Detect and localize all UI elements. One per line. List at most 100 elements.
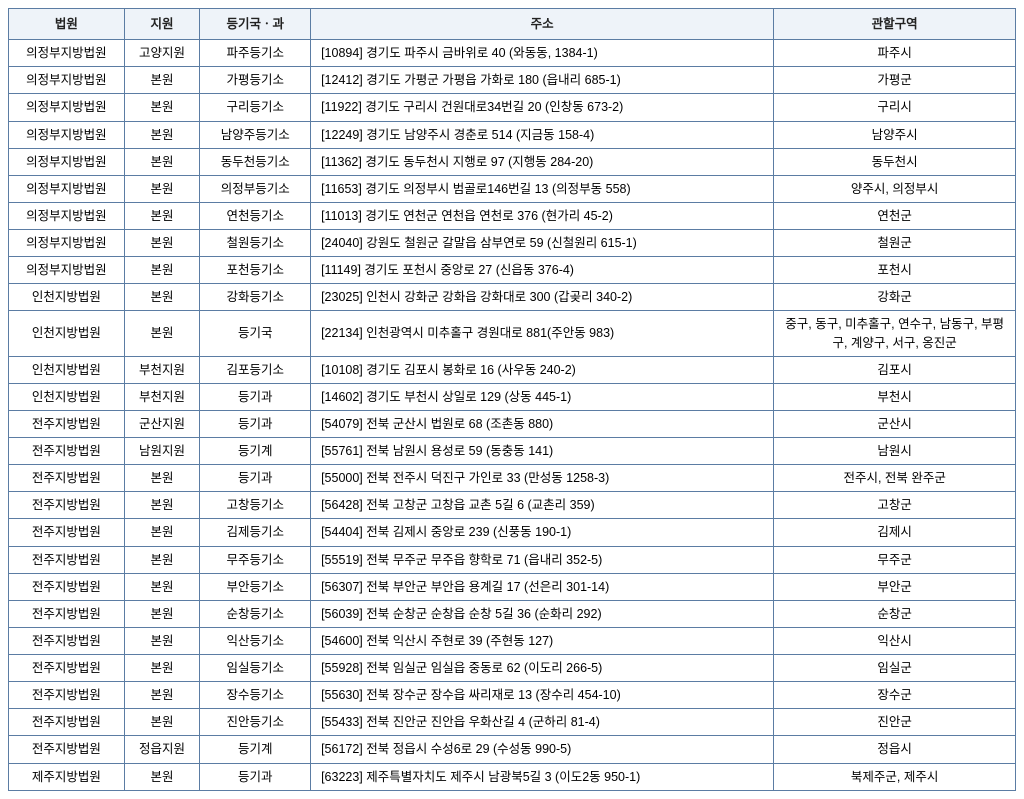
cell-address: [11013] 경기도 연천군 연천읍 연천로 376 (현가리 45-2) [311,202,774,229]
col-header-address: 주소 [311,9,774,40]
cell-district: 전주시, 전북 완주군 [774,465,1016,492]
cell-district: 무주군 [774,546,1016,573]
cell-district: 부안군 [774,573,1016,600]
table-head: 법원지원등기국ㆍ과주소관할구역 [9,9,1016,40]
cell-office: 등기국 [200,311,311,356]
cell-branch: 본원 [124,519,200,546]
table-row: 전주지방법원정읍지원등기계[56172] 전북 정읍시 수성6로 29 (수성동… [9,736,1016,763]
cell-office: 등기과 [200,383,311,410]
table-row: 전주지방법원본원순창등기소[56039] 전북 순창군 순창읍 순창 5길 36… [9,600,1016,627]
cell-district: 진안군 [774,709,1016,736]
cell-address: [55000] 전북 전주시 덕진구 가인로 33 (만성동 1258-3) [311,465,774,492]
cell-district: 고창군 [774,492,1016,519]
cell-branch: 남원지원 [124,438,200,465]
cell-court: 의정부지방법원 [9,202,125,229]
cell-court: 전주지방법원 [9,736,125,763]
table-row: 전주지방법원본원무주등기소[55519] 전북 무주군 무주읍 향학로 71 (… [9,546,1016,573]
cell-branch: 본원 [124,257,200,284]
table-row: 의정부지방법원본원구리등기소[11922] 경기도 구리시 건원대로34번길 2… [9,94,1016,121]
cell-branch: 본원 [124,94,200,121]
cell-address: [56039] 전북 순창군 순창읍 순창 5길 36 (순화리 292) [311,600,774,627]
table-row: 전주지방법원본원고창등기소[56428] 전북 고창군 고창읍 교촌 5길 6 … [9,492,1016,519]
cell-address: [55519] 전북 무주군 무주읍 향학로 71 (읍내리 352-5) [311,546,774,573]
cell-office: 의정부등기소 [200,175,311,202]
table-row: 전주지방법원군산지원등기과[54079] 전북 군산시 법원로 68 (조촌동 … [9,410,1016,437]
cell-district: 중구, 동구, 미추홀구, 연수구, 남동구, 부평구, 계양구, 서구, 옹진… [774,311,1016,356]
cell-district: 김제시 [774,519,1016,546]
cell-address: [55630] 전북 장수군 장수읍 싸리재로 13 (장수리 454-10) [311,682,774,709]
cell-address: [12412] 경기도 가평군 가평읍 가화로 180 (읍내리 685-1) [311,67,774,94]
cell-branch: 고양지원 [124,40,200,67]
cell-branch: 본원 [124,492,200,519]
cell-branch: 부천지원 [124,383,200,410]
registry-office-table: 법원지원등기국ㆍ과주소관할구역 의정부지방법원고양지원파주등기소[10894] … [8,8,1016,791]
cell-court: 전주지방법원 [9,627,125,654]
cell-district: 가평군 [774,67,1016,94]
cell-office: 부안등기소 [200,573,311,600]
cell-office: 연천등기소 [200,202,311,229]
table-row: 전주지방법원본원김제등기소[54404] 전북 김제시 중앙로 239 (신풍동… [9,519,1016,546]
cell-office: 장수등기소 [200,682,311,709]
cell-branch: 본원 [124,546,200,573]
cell-court: 전주지방법원 [9,546,125,573]
cell-court: 의정부지방법원 [9,40,125,67]
cell-address: [54600] 전북 익산시 주현로 39 (주현동 127) [311,627,774,654]
cell-district: 부천시 [774,383,1016,410]
cell-district: 남원시 [774,438,1016,465]
cell-branch: 정읍지원 [124,736,200,763]
cell-office: 구리등기소 [200,94,311,121]
cell-office: 등기과 [200,465,311,492]
cell-office: 무주등기소 [200,546,311,573]
cell-address: [54079] 전북 군산시 법원로 68 (조촌동 880) [311,410,774,437]
cell-court: 전주지방법원 [9,438,125,465]
cell-court: 의정부지방법원 [9,175,125,202]
cell-court: 인천지방법원 [9,356,125,383]
cell-address: [56428] 전북 고창군 고창읍 교촌 5길 6 (교촌리 359) [311,492,774,519]
header-row: 법원지원등기국ㆍ과주소관할구역 [9,9,1016,40]
cell-branch: 본원 [124,627,200,654]
cell-district: 군산시 [774,410,1016,437]
cell-office: 임실등기소 [200,655,311,682]
table-row: 의정부지방법원고양지원파주등기소[10894] 경기도 파주시 금바위로 40 … [9,40,1016,67]
cell-court: 인천지방법원 [9,311,125,356]
cell-branch: 본원 [124,230,200,257]
cell-court: 의정부지방법원 [9,94,125,121]
cell-office: 순창등기소 [200,600,311,627]
cell-court: 의정부지방법원 [9,121,125,148]
cell-branch: 군산지원 [124,410,200,437]
cell-office: 진안등기소 [200,709,311,736]
cell-address: [11362] 경기도 동두천시 지행로 97 (지행동 284-20) [311,148,774,175]
table-row: 전주지방법원본원익산등기소[54600] 전북 익산시 주현로 39 (주현동 … [9,627,1016,654]
cell-district: 연천군 [774,202,1016,229]
cell-office: 파주등기소 [200,40,311,67]
table-row: 전주지방법원본원부안등기소[56307] 전북 부안군 부안읍 용계길 17 (… [9,573,1016,600]
cell-office: 남양주등기소 [200,121,311,148]
cell-district: 강화군 [774,284,1016,311]
cell-court: 전주지방법원 [9,682,125,709]
cell-address: [14602] 경기도 부천시 상일로 129 (상동 445-1) [311,383,774,410]
cell-address: [55761] 전북 남원시 용성로 59 (동충동 141) [311,438,774,465]
cell-office: 등기과 [200,763,311,790]
cell-address: [11653] 경기도 의정부시 범골로146번길 13 (의정부동 558) [311,175,774,202]
table-row: 의정부지방법원본원가평등기소[12412] 경기도 가평군 가평읍 가화로 18… [9,67,1016,94]
cell-office: 익산등기소 [200,627,311,654]
cell-branch: 본원 [124,284,200,311]
cell-address: [56307] 전북 부안군 부안읍 용계길 17 (선은리 301-14) [311,573,774,600]
cell-district: 정읍시 [774,736,1016,763]
cell-branch: 본원 [124,763,200,790]
cell-branch: 본원 [124,600,200,627]
cell-court: 인천지방법원 [9,284,125,311]
cell-office: 가평등기소 [200,67,311,94]
table-row: 인천지방법원부천지원김포등기소[10108] 경기도 김포시 봉화로 16 (사… [9,356,1016,383]
cell-office: 동두천등기소 [200,148,311,175]
table-row: 의정부지방법원본원연천등기소[11013] 경기도 연천군 연천읍 연천로 37… [9,202,1016,229]
table-row: 의정부지방법원본원의정부등기소[11653] 경기도 의정부시 범골로146번길… [9,175,1016,202]
cell-branch: 본원 [124,709,200,736]
cell-address: [11922] 경기도 구리시 건원대로34번길 20 (인창동 673-2) [311,94,774,121]
cell-court: 의정부지방법원 [9,257,125,284]
cell-address: [23025] 인천시 강화군 강화읍 강화대로 300 (갑곶리 340-2) [311,284,774,311]
cell-court: 인천지방법원 [9,383,125,410]
cell-district: 순창군 [774,600,1016,627]
cell-address: [55433] 전북 진안군 진안읍 우화산길 4 (군하리 81-4) [311,709,774,736]
cell-branch: 본원 [124,121,200,148]
